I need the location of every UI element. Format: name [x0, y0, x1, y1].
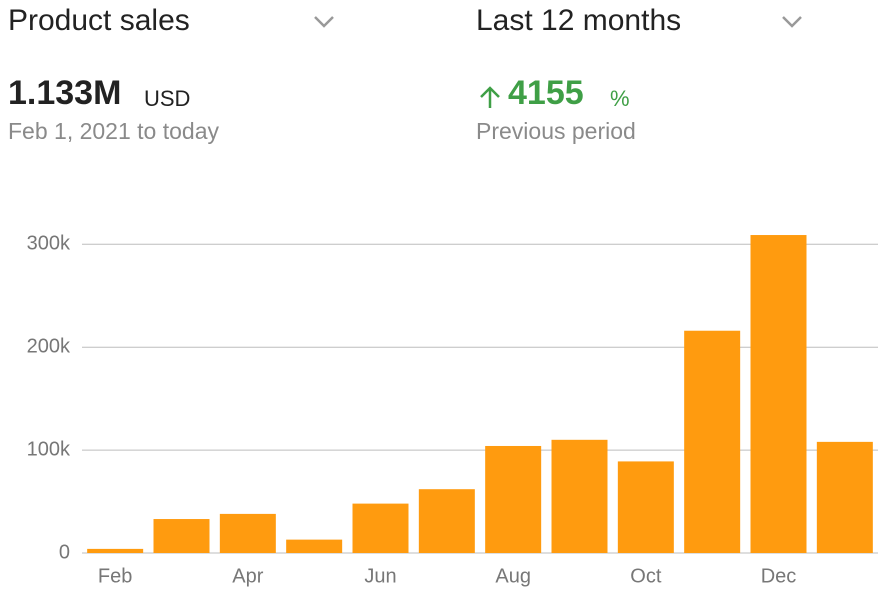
metric-dropdown[interactable]: Product sales [8, 4, 190, 37]
date-range: Feb 1, 2021 to today [8, 118, 219, 144]
change: 4155 [508, 74, 584, 112]
x-tick-label: Feb [98, 565, 132, 587]
bar [816, 441, 873, 553]
period-dropdown[interactable]: Last 12 months [476, 4, 682, 37]
x-tick-label: Dec [761, 565, 797, 587]
bar [418, 489, 475, 553]
x-tick-label: Apr [232, 565, 263, 587]
chevron[interactable] [312, 14, 336, 30]
x-tick-label: Oct [630, 565, 662, 587]
currency: USD [144, 86, 191, 111]
bar [551, 439, 608, 553]
change-unit: % [610, 86, 630, 111]
y-tick-label: 200k [27, 335, 71, 357]
y-tick-label: 100k [27, 438, 71, 460]
chevron[interactable] [780, 14, 804, 30]
x-tick-label: Jun [364, 565, 396, 587]
total: 1.133M [8, 74, 122, 112]
comparison: Previous period [476, 118, 636, 144]
bar [617, 461, 674, 553]
bar [153, 519, 210, 553]
bar [219, 513, 276, 553]
x-tick-label: Aug [495, 565, 531, 587]
y-tick-label: 300k [27, 233, 71, 255]
bar [750, 235, 807, 553]
bar [87, 548, 144, 553]
bar [684, 330, 741, 553]
y-tick-label: 0 [59, 541, 70, 563]
bar [352, 503, 409, 553]
bar [286, 539, 343, 553]
up-arrow [480, 86, 500, 108]
bar [485, 445, 542, 553]
